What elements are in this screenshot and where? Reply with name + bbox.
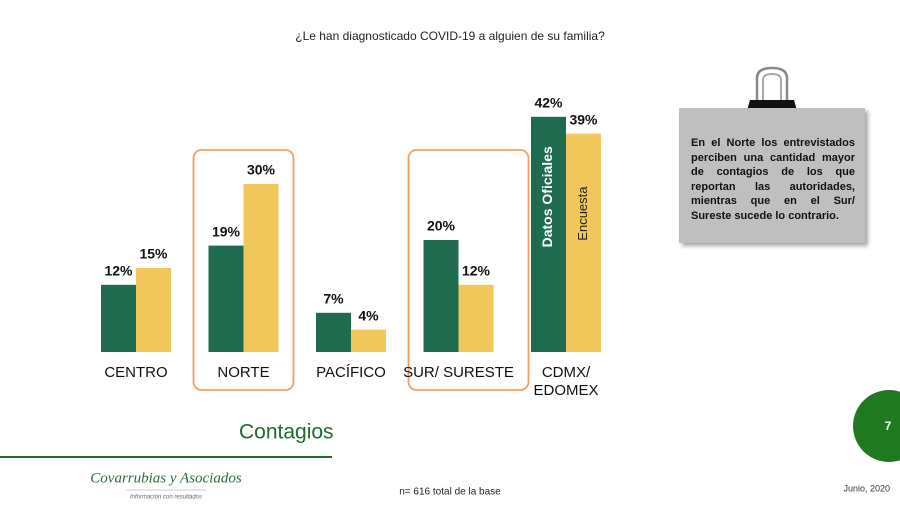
x-tick-label: PACÍFICO <box>316 364 386 381</box>
highlight-box <box>407 149 530 391</box>
legend-label: Encuesta <box>575 186 590 241</box>
bar <box>101 284 136 352</box>
bar <box>566 133 601 352</box>
x-tick-label: SUR/ SURESTE <box>403 364 514 381</box>
value-label: 30% <box>247 162 276 178</box>
value-label: 19% <box>212 223 241 239</box>
x-tick-label: CENTRO <box>104 364 168 381</box>
logo: Covarrubias y Asociados <box>90 470 242 486</box>
value-label: 12% <box>462 263 491 279</box>
value-label: 42% <box>534 95 563 111</box>
page-number: 7 <box>885 419 892 433</box>
page-badge <box>853 390 900 462</box>
bar <box>423 240 459 352</box>
bar <box>136 268 171 352</box>
bar <box>316 312 351 352</box>
logo-tagline: Información con resultados <box>130 495 202 501</box>
x-tick-label: CDMX/ EDOMEX <box>533 364 599 399</box>
chart-subtitle: Contagios <box>239 421 334 444</box>
bar <box>208 245 244 352</box>
highlight-box <box>192 149 295 391</box>
bar <box>351 329 386 352</box>
legend-label: Datos Oficiales <box>539 146 555 247</box>
chart-title: ¿Le han diagnosticado COVID-19 a alguien… <box>295 29 605 43</box>
date: Junio, 2020 <box>843 483 890 493</box>
value-label: 12% <box>104 263 133 279</box>
bar <box>458 284 494 352</box>
sample-note: n= 616 total de la base <box>399 487 501 498</box>
x-tick-label: NORTE <box>217 364 270 381</box>
value-label: 7% <box>323 291 344 307</box>
value-label: 4% <box>358 307 379 323</box>
value-label: 15% <box>139 246 168 262</box>
bar <box>243 184 279 352</box>
note: En el Norte los entrevistados perciben u… <box>679 108 865 243</box>
value-label: 39% <box>569 111 598 127</box>
value-label: 20% <box>427 218 456 234</box>
bar <box>531 116 566 352</box>
